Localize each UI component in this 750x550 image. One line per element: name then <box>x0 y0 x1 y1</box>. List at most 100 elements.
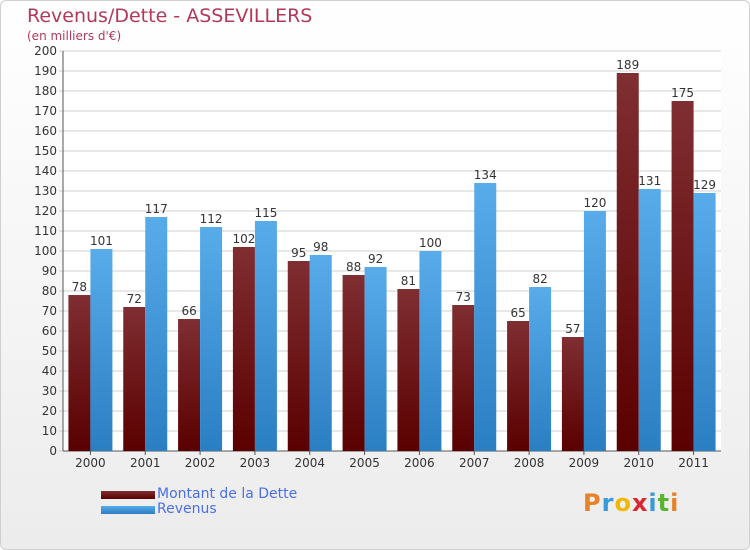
y-tick-label: 100 <box>34 244 57 258</box>
bar-revenus-2000 <box>90 249 113 451</box>
y-tick-label: 90 <box>42 264 57 278</box>
data-label: 112 <box>200 212 223 226</box>
data-label: 129 <box>693 178 716 192</box>
bar-dette-2002 <box>178 319 201 451</box>
logo-letter: r <box>601 489 615 517</box>
y-tick-label: 200 <box>34 44 57 58</box>
y-tick-label: 70 <box>42 304 57 318</box>
x-tick-label: 2003 <box>240 456 271 470</box>
y-tick-label: 20 <box>42 404 57 418</box>
x-tick-label: 2009 <box>569 456 600 470</box>
data-label: 81 <box>401 274 416 288</box>
bar-dette-2006 <box>397 289 420 451</box>
data-label: 189 <box>616 58 639 72</box>
logo-letter: i <box>670 489 680 517</box>
labels-layer: 0 10 20 30 40 50 60 70 80 90 100 110 120 130 140 150 160… <box>34 44 716 470</box>
y-tick-label: 150 <box>34 144 57 158</box>
data-label: 82 <box>532 272 547 286</box>
data-label: 73 <box>456 290 471 304</box>
chart-title: Revenus/Dette - ASSEVILLERS <box>27 5 313 27</box>
legend-item-revenus: Revenus <box>101 502 297 517</box>
data-label: 88 <box>346 260 361 274</box>
bar-dette-2007 <box>452 305 475 451</box>
y-tick-label: 10 <box>42 424 57 438</box>
y-tick-label: 190 <box>34 64 57 78</box>
y-tick-label: 130 <box>34 184 57 198</box>
bar-revenus-2011 <box>693 193 716 451</box>
legend-item-dette: Montant de la Dette <box>101 487 297 502</box>
bar-revenus-2004 <box>309 255 332 451</box>
bar-dette-2008 <box>507 321 530 451</box>
x-tick-label: 2008 <box>514 456 545 470</box>
proxiti-logo: Proxiti <box>583 489 679 517</box>
legend-label-dette: Montant de la Dette <box>157 486 298 502</box>
y-tick-label: 0 <box>49 444 57 458</box>
legend: Montant de la Dette Revenus <box>101 487 297 517</box>
data-label: 66 <box>181 304 196 318</box>
y-tick-label: 140 <box>34 164 57 178</box>
bar-revenus-2001 <box>145 217 168 451</box>
data-label: 102 <box>232 232 255 246</box>
data-label: 131 <box>638 174 661 188</box>
x-tick-label: 2005 <box>349 456 380 470</box>
bar-dette-2011 <box>671 101 694 451</box>
chart-subtitle: (en milliers d'€) <box>27 29 122 43</box>
grid-layer <box>59 50 721 455</box>
bar-dette-2005 <box>342 275 365 451</box>
x-tick-label: 2006 <box>404 456 435 470</box>
bar-dette-2010 <box>616 73 639 451</box>
bar-dette-2000 <box>68 295 91 451</box>
y-tick-label: 110 <box>34 224 57 238</box>
data-label: 115 <box>254 206 277 220</box>
y-tick-label: 60 <box>42 324 57 338</box>
x-tick-label: 2010 <box>623 456 654 470</box>
bars-layer <box>68 73 716 451</box>
y-tick-label: 180 <box>34 84 57 98</box>
data-label: 57 <box>565 322 580 336</box>
logo-letter: P <box>583 489 602 517</box>
x-tick-label: 2001 <box>130 456 161 470</box>
bar-revenus-2008 <box>529 287 552 451</box>
data-label: 92 <box>368 252 383 266</box>
bar-revenus-2009 <box>583 211 606 451</box>
bar-dette-2004 <box>287 261 310 451</box>
bar-revenus-2006 <box>419 251 442 451</box>
logo-letter: i <box>648 489 658 517</box>
data-label: 65 <box>510 306 525 320</box>
y-tick-label: 40 <box>42 364 57 378</box>
y-tick-label: 120 <box>34 204 57 218</box>
y-tick-label: 80 <box>42 284 57 298</box>
data-label: 175 <box>671 86 694 100</box>
x-tick-label: 2000 <box>75 456 106 470</box>
x-tick-label: 2011 <box>678 456 709 470</box>
y-tick-label: 50 <box>42 344 57 358</box>
data-label: 134 <box>474 168 497 182</box>
bar-revenus-2010 <box>638 189 661 451</box>
legend-swatch-dette <box>101 490 155 499</box>
data-label: 117 <box>145 202 168 216</box>
legend-label-revenus: Revenus <box>157 501 217 517</box>
bar-dette-2001 <box>123 307 146 451</box>
bar-revenus-2002 <box>200 227 223 451</box>
y-tick-label: 160 <box>34 124 57 138</box>
x-tick-label: 2002 <box>185 456 216 470</box>
y-tick-label: 170 <box>34 104 57 118</box>
bar-dette-2003 <box>232 247 255 451</box>
x-tick-label: 2007 <box>459 456 490 470</box>
data-label: 120 <box>583 196 606 210</box>
logo-letter: t <box>657 489 671 517</box>
bar-revenus-2003 <box>254 221 277 451</box>
data-label: 98 <box>313 240 328 254</box>
logo-letter: o <box>614 489 632 517</box>
bar-revenus-2007 <box>474 183 497 451</box>
data-label: 72 <box>127 292 142 306</box>
data-label: 101 <box>90 234 113 248</box>
data-label: 95 <box>291 246 306 260</box>
bar-dette-2009 <box>561 337 584 451</box>
y-tick-label: 30 <box>42 384 57 398</box>
bar-revenus-2005 <box>364 267 387 451</box>
data-label: 78 <box>72 280 87 294</box>
legend-swatch-revenus <box>101 505 155 514</box>
